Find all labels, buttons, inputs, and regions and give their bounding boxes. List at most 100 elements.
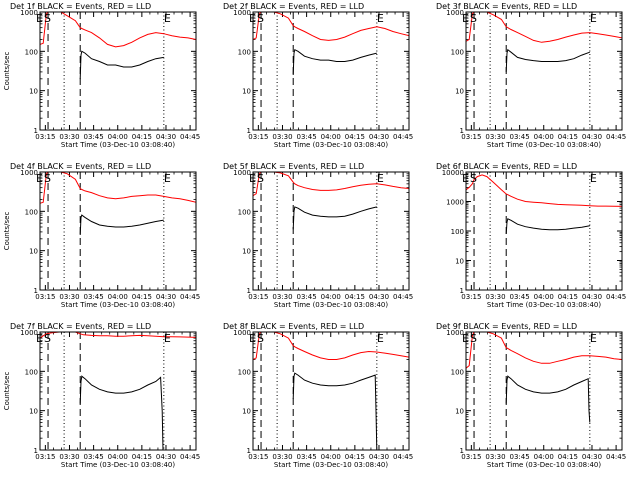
events-series-line — [505, 218, 590, 234]
x-tick-label: 03:30 — [59, 133, 79, 141]
events-series-line — [505, 375, 591, 423]
x-tick-label: 04:00 — [321, 133, 341, 141]
marker-letter: S — [470, 12, 477, 25]
panel-title: Det 8f BLACK = Events, RED = LLD — [223, 322, 364, 331]
events-series-line — [292, 206, 377, 230]
y-tick-label: 1000 — [233, 9, 251, 17]
x-tick-label: 03:45 — [510, 133, 530, 141]
x-tick-label: 04:00 — [108, 453, 128, 461]
x-tick-label: 04:30 — [369, 133, 389, 141]
plot-frame — [465, 331, 623, 451]
x-tick-label: 03:30 — [272, 453, 292, 461]
panel-title: Det 2f BLACK = Events, RED = LLD — [223, 2, 364, 11]
y-tick-label: 1 — [247, 287, 251, 295]
x-axis-label: Start Time (03-Dec-10 03:08:40) — [274, 141, 388, 149]
x-tick-label: 04:45 — [393, 293, 413, 301]
x-tick-label: 04:00 — [321, 453, 341, 461]
y-tick-label: 1000 — [20, 329, 38, 337]
y-tick-label: 1 — [247, 447, 251, 455]
plot-frame — [252, 331, 410, 451]
y-tick-label: 1 — [34, 127, 38, 135]
y-tick-label: 100 — [238, 208, 251, 216]
x-tick-label: 04:15 — [345, 453, 365, 461]
y-tick-label: 1000 — [446, 329, 464, 337]
plot-frame — [252, 171, 410, 291]
x-tick-label: 04:00 — [108, 133, 128, 141]
panel-title: Det 1f BLACK = Events, RED = LLD — [10, 2, 151, 11]
x-axis-label: Start Time (03-Dec-10 03:08:40) — [274, 301, 388, 309]
y-tick-label: 1000 — [233, 329, 251, 337]
x-tick-label: 04:45 — [393, 133, 413, 141]
marker-letter: E — [377, 172, 384, 185]
x-tick-label: 03:45 — [84, 133, 104, 141]
x-tick-label: 03:45 — [297, 453, 317, 461]
x-tick-label: 04:00 — [534, 453, 554, 461]
x-tick-label: 03:15 — [461, 293, 481, 301]
marker-letter: E — [164, 332, 171, 345]
y-axis-label: Counts/sec — [3, 212, 11, 251]
x-tick-label: 03:45 — [84, 293, 104, 301]
panel-1: Det 1f BLACK = Events, RED = LLD Counts/s… — [3, 2, 200, 149]
y-tick-label: 10 — [455, 408, 464, 416]
x-tick-label: 03:15 — [461, 453, 481, 461]
y-tick-label: 100 — [25, 48, 38, 56]
x-axis-label: Start Time (03-Dec-10 03:08:40) — [61, 301, 175, 309]
x-tick-label: 04:15 — [132, 133, 152, 141]
x-tick-label: 04:15 — [132, 293, 152, 301]
x-tick-label: 03:30 — [59, 453, 79, 461]
x-tick-label: 04:15 — [558, 293, 578, 301]
marker-letter: E — [36, 12, 43, 25]
lld-series-line — [466, 174, 622, 207]
x-tick-label: 04:30 — [156, 453, 176, 461]
y-tick-label: 10 — [29, 408, 38, 416]
plot-frame — [252, 11, 410, 131]
y-tick-label: 1000 — [446, 199, 464, 207]
x-tick-label: 04:45 — [606, 293, 626, 301]
x-tick-label: 04:45 — [180, 133, 200, 141]
x-tick-label: 03:30 — [272, 293, 292, 301]
x-tick-label: 04:15 — [345, 293, 365, 301]
marker-letter: E — [377, 12, 384, 25]
x-tick-label: 03:30 — [485, 133, 505, 141]
y-tick-label: 10000 — [442, 169, 464, 177]
marker-letter: E — [164, 12, 171, 25]
x-tick-label: 03:45 — [510, 453, 530, 461]
panel-8: Det 8f BLACK = Events, RED = LLD Start Ti… — [223, 322, 413, 469]
x-tick-label: 03:15 — [35, 133, 55, 141]
events-series-line — [79, 50, 164, 79]
x-tick-label: 03:45 — [297, 293, 317, 301]
x-tick-label: 04:45 — [180, 293, 200, 301]
marker-letter: E — [462, 332, 469, 345]
events-series-line — [79, 375, 164, 450]
x-tick-label: 04:00 — [534, 293, 554, 301]
lld-series-line — [253, 12, 409, 41]
x-tick-label: 04:30 — [369, 453, 389, 461]
y-tick-label: 10 — [455, 258, 464, 266]
y-tick-label: 100 — [25, 208, 38, 216]
y-tick-label: 10 — [242, 88, 251, 96]
marker-letter: E — [164, 172, 171, 185]
y-tick-label: 100 — [451, 368, 464, 376]
y-tick-label: 1 — [34, 287, 38, 295]
marker-letter: E — [462, 172, 469, 185]
marker-letter: S — [257, 172, 264, 185]
y-tick-label: 10 — [29, 248, 38, 256]
marker-letter: S — [257, 332, 264, 345]
x-tick-label: 04:30 — [156, 133, 176, 141]
lld-series-line — [466, 332, 622, 369]
y-tick-label: 100 — [451, 228, 464, 236]
x-tick-label: 03:45 — [297, 133, 317, 141]
y-tick-label: 10 — [29, 88, 38, 96]
marker-letter: E — [249, 332, 256, 345]
events-series-line — [79, 214, 164, 236]
y-tick-label: 10 — [455, 88, 464, 96]
x-axis-label: Start Time (03-Dec-10 03:08:40) — [487, 461, 601, 469]
events-series-line — [292, 372, 378, 450]
panel-9: Det 9f BLACK = Events, RED = LLD Start Ti… — [436, 322, 626, 469]
x-tick-label: 04:45 — [393, 453, 413, 461]
panel-2: Det 2f BLACK = Events, RED = LLD Start Ti… — [223, 2, 413, 149]
marker-letter: S — [470, 172, 477, 185]
lld-series-line — [466, 12, 622, 43]
y-tick-label: 100 — [238, 368, 251, 376]
